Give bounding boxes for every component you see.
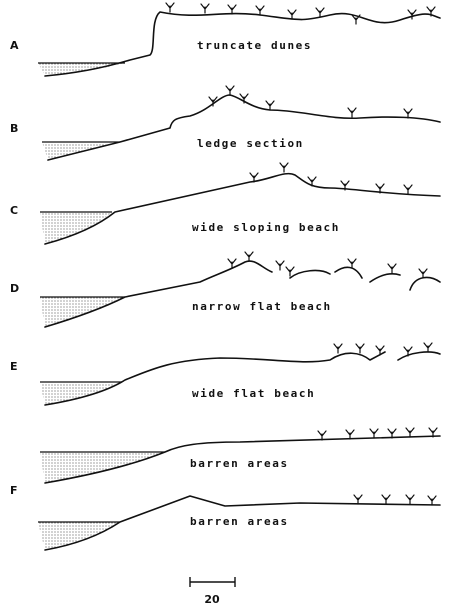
vegetation-tuft [403, 108, 413, 119]
profile-letter: F [10, 484, 18, 497]
profile-e: E wide flat beach [10, 351, 441, 406]
vegetation-tuft [428, 427, 438, 438]
vegetation-tuft [225, 85, 235, 96]
vegetation-tuft [279, 162, 289, 173]
vegetation-tuft [285, 266, 295, 277]
vegetation-tuft [165, 2, 175, 13]
vegetation-tuft [387, 263, 397, 274]
profile-letter: D [10, 282, 19, 295]
water-wedge [40, 452, 165, 483]
profile-caption: narrow flat beach [192, 300, 332, 313]
ground-profile [44, 435, 441, 484]
water-wedge [40, 382, 122, 405]
scale-label: 20 [204, 593, 220, 606]
profile-caption: wide flat beach [192, 387, 315, 400]
vegetation-tuft [227, 258, 237, 269]
vegetation-tuft [403, 346, 413, 357]
vegetation-tuft [369, 428, 379, 439]
scale-bar: 20 [189, 577, 236, 606]
vegetation-tuft [355, 343, 365, 354]
vegetation-tuft [227, 4, 237, 15]
vegetation-tuft [333, 343, 343, 354]
vegetation-tuft [244, 251, 254, 262]
profile-caption: truncate dunes [197, 39, 312, 52]
vegetation-tuft [407, 9, 417, 20]
vegetation-tuft [208, 96, 218, 107]
vegetation-tuft [315, 7, 325, 18]
vegetation-tuft [375, 345, 385, 356]
vegetation-tuft [317, 430, 327, 441]
vegetation-tuft [249, 172, 259, 183]
profile-letter: C [10, 204, 18, 217]
profile-letter: B [10, 122, 18, 135]
vegetation-tuft [347, 107, 357, 118]
vegetation-tuft [403, 184, 413, 195]
vegetation-tuft [375, 183, 385, 194]
vegetation-tuft [381, 494, 391, 505]
ground-profile [44, 172, 441, 245]
vegetation-tuft [423, 342, 433, 353]
vegetation-tuft [345, 429, 355, 440]
profile-a: A truncate dunes [10, 11, 441, 77]
profile-caption: barren areas [190, 457, 289, 470]
profile-letter: A [10, 39, 19, 52]
vegetation-tuft [275, 260, 285, 271]
vegetation-tuft [405, 427, 415, 438]
vegetation-tuft [426, 6, 436, 17]
vegetation-tuft [287, 9, 297, 20]
profile-caption: ledge section [197, 137, 304, 150]
vegetation-tuft [265, 100, 275, 111]
profile-unlabeled: barren areas [40, 435, 441, 484]
profile-c: C wide sloping beach [10, 172, 441, 245]
vegetation-tuft [387, 428, 397, 439]
ground-profile [44, 11, 441, 77]
vegetation-tuft [200, 3, 210, 14]
vegetation-tuft [418, 268, 428, 279]
profile-f: F barren areas [10, 484, 441, 551]
profile-letter: E [10, 360, 18, 373]
ground-profile [44, 351, 441, 406]
vegetation-tuft [239, 93, 249, 104]
vegetation-tuft [405, 494, 415, 505]
ground-profile [47, 94, 441, 161]
vegetation-tuft [353, 494, 363, 505]
ground-profile [44, 260, 441, 328]
profile-caption: barren areas [190, 515, 289, 528]
profile-b: B ledge section [10, 94, 441, 161]
vegetation-tuft [255, 5, 265, 16]
vegetation-tuft [351, 14, 361, 25]
vegetation-tuft [307, 176, 317, 187]
profile-caption: wide sloping beach [192, 221, 340, 234]
vegetation-tuft [427, 495, 437, 506]
profile-d: D narrow flat beach [10, 260, 441, 328]
vegetation-tuft [340, 180, 350, 191]
water-wedge [38, 522, 120, 550]
water-wedge [40, 297, 125, 327]
vegetation-tuft [347, 258, 357, 269]
ground-profile [44, 495, 441, 551]
water-wedge [40, 212, 112, 244]
